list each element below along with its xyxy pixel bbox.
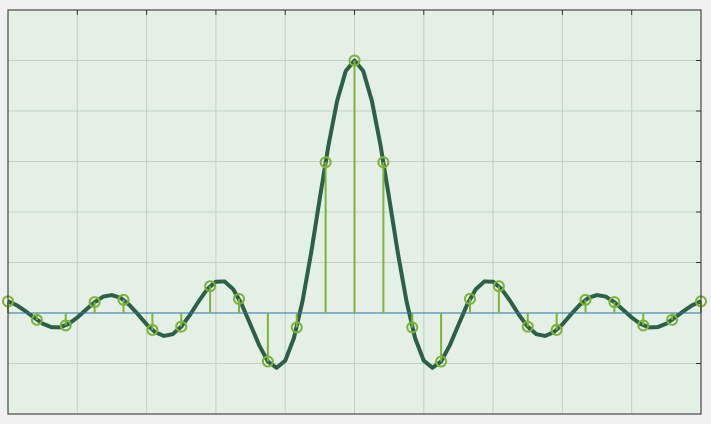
stem-marker (59, 319, 72, 332)
stem-marker (232, 292, 245, 305)
stem-marker (608, 296, 621, 309)
stem-marker (319, 156, 332, 169)
stem-marker (348, 54, 361, 67)
stem-marker (175, 320, 188, 333)
stem-marker (30, 313, 43, 326)
stem-marker (521, 320, 534, 333)
plot-border (7, 9, 702, 415)
stem-marker (435, 355, 448, 368)
stem-marker (377, 156, 390, 169)
stem-marker (290, 321, 303, 334)
stem-marker (579, 293, 592, 306)
stem-marker (88, 296, 101, 309)
stem-marker (492, 280, 505, 293)
stem-marker (204, 280, 217, 293)
stem-marker (464, 292, 477, 305)
stem-marker (637, 319, 650, 332)
stem-marker (117, 293, 130, 306)
stem-marker (261, 355, 274, 368)
stem-marker (146, 323, 159, 336)
stem-marker (550, 323, 563, 336)
stem-marker (666, 313, 679, 326)
stem-marker (406, 321, 419, 334)
